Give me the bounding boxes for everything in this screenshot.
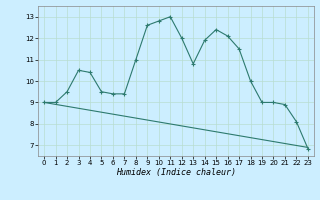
X-axis label: Humidex (Indice chaleur): Humidex (Indice chaleur) — [116, 168, 236, 177]
